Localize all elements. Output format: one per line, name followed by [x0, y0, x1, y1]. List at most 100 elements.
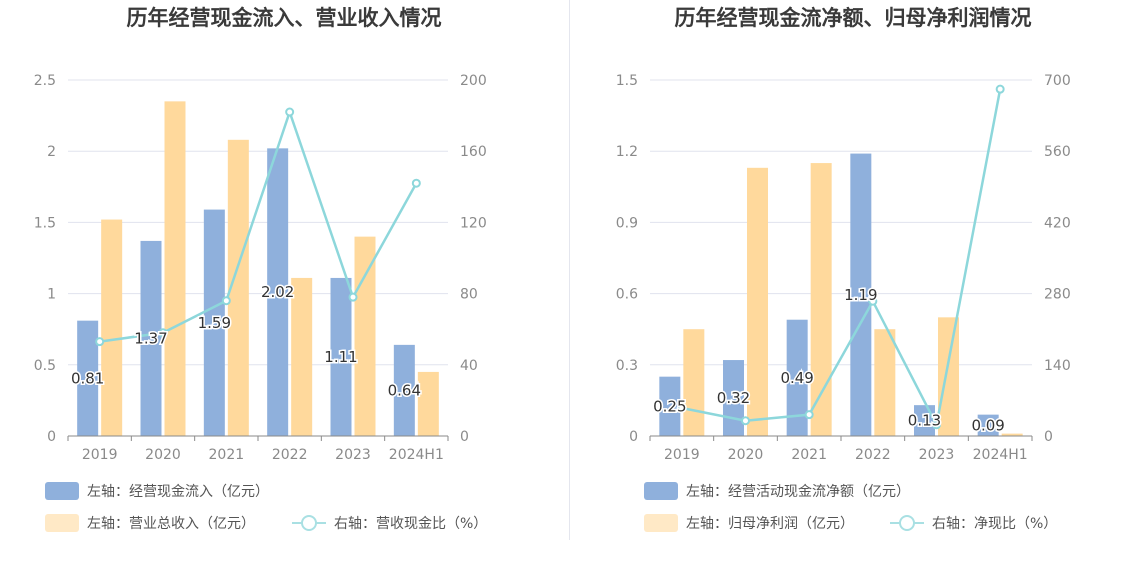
ratio-point: [741, 416, 750, 426]
bar-data-label: 2.02: [261, 283, 294, 301]
x-tick-label: 2022: [272, 447, 308, 463]
bar-data-label: 0.81: [71, 369, 104, 387]
bar-orange: [874, 329, 896, 436]
y-left-tick-label: 0.3: [616, 358, 638, 374]
y-left-tick-label: 0.6: [616, 287, 638, 303]
y-left-tick-label: 1.5: [616, 73, 638, 89]
bar-data-label: 1.19: [844, 286, 877, 304]
y-right-tick-label: 420: [1044, 215, 1071, 231]
ratio-point: [95, 337, 105, 347]
chart-panel-cash-inflow: 历年经营现金流入、营业收入情况 0 0.5 1 1.5 2 2.5 0 40 80 120 160 2…: [0, 0, 568, 560]
y-right-tick-label: 280: [1044, 287, 1071, 303]
panel-divider: [569, 0, 570, 540]
bar-orange: [101, 219, 123, 436]
legend-label: 左轴：归母净利润（亿元）: [686, 516, 854, 532]
x-tick-label: 2021: [791, 447, 827, 463]
bar-orange: [683, 329, 705, 436]
x-tick-label: 2023: [335, 447, 371, 463]
legend-item-net-cash-ratio[interactable]: 右轴：净现比（%）: [890, 513, 1057, 533]
y-right-tick-label: 40: [460, 358, 478, 374]
ratio-point: [868, 296, 878, 306]
x-tick-label: 2022: [855, 447, 891, 463]
legend-item-revenue[interactable]: 左轴：营业总收入（亿元）: [45, 513, 255, 533]
chart-cash-inflow-revenue: 0 0.5 1 1.5 2 2.5 0 40 80 120 160 200 2019 2020 2021 20…: [34, 73, 487, 463]
bar-data-label: 0.32: [717, 389, 750, 407]
bar-blue: [203, 209, 225, 436]
x-tick-label: 2021: [209, 447, 245, 463]
ratio-point: [995, 84, 1005, 94]
legend-swatch-bar: [45, 514, 79, 532]
y-right-tick-label: 80: [460, 287, 478, 303]
legend-swatch-bar: [644, 514, 678, 532]
y-left-tick-label: 0: [629, 429, 638, 445]
bar-blue: [659, 376, 681, 436]
bar-orange: [417, 371, 439, 436]
y-right-tick-label: 160: [460, 144, 487, 160]
chart-net-cash-profit: 0 0.3 0.6 0.9 1.2 1.5 0 140 280 420 560 700 2019 2020…: [616, 73, 1071, 463]
bar-orange: [938, 317, 959, 436]
y-left-tick-label: 1.5: [34, 215, 56, 231]
x-tick-label: 2019: [82, 447, 118, 463]
ratio-point: [348, 292, 358, 302]
legend-swatch-line: [890, 514, 924, 532]
chart-panel-net-cash: 历年经营现金流净额、归母净利润情况 0 0.3 0.6 0.9 1.2 1.5 0 140 28…: [572, 0, 1134, 560]
x-tick-label: 2020: [145, 447, 181, 463]
ratio-line: [681, 88, 1002, 429]
chart-title: 历年经营现金流净额、归母净利润情况: [674, 6, 1032, 30]
x-tick-label: 2024H1: [389, 447, 444, 463]
bar-orange: [747, 167, 768, 436]
bar-blue: [850, 153, 872, 436]
legend-item-net-cash[interactable]: 左轴：经营活动现金流净额（亿元）: [644, 481, 910, 501]
legend-item-cash-inflow[interactable]: 左轴：经营现金流入（亿元）: [45, 481, 269, 501]
y-left-tick-label: 0.9: [616, 215, 638, 231]
ratio-point: [158, 328, 168, 338]
legend-item-cash-ratio[interactable]: 右轴：营收现金比（%）: [292, 513, 487, 533]
x-tick-label: 2024H1: [973, 447, 1028, 463]
bar-orange: [227, 139, 249, 437]
ratio-point: [285, 107, 295, 117]
legend-swatch-bar: [644, 482, 678, 500]
y-left-tick-label: 2.5: [34, 73, 56, 89]
bar-data-label: 0.49: [780, 369, 813, 387]
bar-orange: [354, 236, 376, 436]
y-right-tick-label: 0: [1044, 429, 1053, 445]
x-tick-label: 2019: [664, 447, 700, 463]
y-left-tick-label: 1: [47, 287, 56, 303]
bar-data-label: 1.37: [134, 329, 167, 347]
y-left-tick-label: 0.5: [34, 358, 56, 374]
chart-title: 历年经营现金流入、营业收入情况: [126, 6, 442, 30]
bar-data-label: 1.11: [324, 348, 357, 366]
y-right-tick-label: 0: [460, 429, 469, 445]
legend-label: 左轴：经营现金流入（亿元）: [87, 484, 269, 500]
legend-label: 左轴：经营活动现金流净额（亿元）: [686, 484, 910, 500]
ratio-point: [221, 296, 231, 306]
bar-blue: [140, 240, 162, 436]
y-right-tick-label: 200: [460, 73, 487, 89]
bar-orange: [164, 101, 186, 437]
legend-swatch-line: [292, 514, 326, 532]
legend-label: 右轴：净现比（%）: [932, 516, 1058, 532]
legend-label: 左轴：营业总收入（亿元）: [87, 516, 255, 532]
bar-blue: [330, 277, 352, 436]
x-tick-label: 2023: [919, 447, 955, 463]
ratio-point: [804, 410, 814, 420]
bar-data-label: 0.25: [653, 397, 686, 415]
y-left-tick-label: 2: [47, 144, 56, 160]
y-right-tick-label: 140: [1044, 358, 1071, 374]
bar-blue: [77, 320, 99, 436]
bar-data-label: 0.09: [971, 416, 1004, 434]
y-right-tick-label: 560: [1044, 144, 1071, 160]
ratio-point: [677, 403, 687, 413]
y-right-tick-label: 700: [1044, 73, 1071, 89]
bar-data-label: 0.13: [908, 412, 941, 430]
legend-item-net-profit[interactable]: 左轴：归母净利润（亿元）: [644, 513, 854, 533]
ratio-point: [411, 178, 421, 188]
x-tick-label: 2020: [728, 447, 764, 463]
y-right-tick-label: 120: [460, 215, 487, 231]
bar-blue: [393, 344, 415, 436]
legend-label: 右轴：营收现金比（%）: [334, 516, 488, 532]
y-left-tick-label: 0: [47, 429, 56, 445]
bar-blue: [786, 319, 808, 436]
bar-blue: [977, 414, 999, 436]
bar-blue: [267, 148, 289, 437]
